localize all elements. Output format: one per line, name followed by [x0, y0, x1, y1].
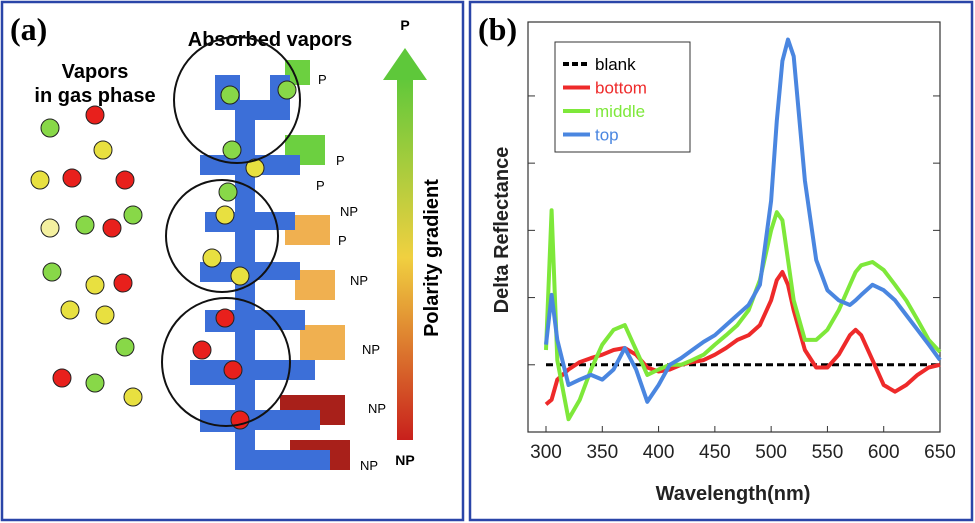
vapor-dot: [93, 140, 113, 160]
vapor-dot: [85, 105, 105, 125]
x-tick-label: 600: [868, 442, 900, 463]
layer-label: P: [336, 153, 345, 168]
vapor-dot: [222, 140, 242, 160]
panel-a: (a) Vapors in gas phase Absorbed vapors …: [10, 11, 443, 473]
series-line: [544, 270, 941, 406]
legend-label: blank: [595, 55, 636, 74]
layer-label: NP: [362, 342, 380, 357]
x-tick-label: 500: [755, 442, 787, 463]
vapor-dot: [230, 266, 250, 286]
layer-label: NP: [350, 273, 368, 288]
vapor-dots: [30, 80, 297, 430]
vapor-dot: [215, 205, 235, 225]
vapor-dot: [218, 182, 238, 202]
layer-label: P: [318, 72, 327, 87]
panel-a-frame: [0, 0, 465, 522]
gradient-label: Polarity gradient: [421, 179, 443, 337]
vapor-dot: [85, 275, 105, 295]
vapor-dot: [115, 170, 135, 190]
gas-label: in gas phase: [34, 85, 155, 107]
vapor-dot: [277, 80, 297, 100]
panel-b: (b) Delta Reflectance Wavelength(nm) 300…: [478, 11, 956, 505]
vapor-dot: [245, 158, 265, 178]
vapor-dot: [113, 273, 133, 293]
arrow-head: [383, 48, 427, 80]
vapor-dot: [52, 368, 72, 388]
vapor-dot: [123, 205, 143, 225]
vapor-dot: [40, 118, 60, 138]
x-tick-label: 300: [530, 442, 562, 463]
circle: [161, 297, 291, 427]
vapor-dot: [220, 85, 240, 105]
vapor-dot: [42, 262, 62, 282]
x-tick-label: 450: [699, 442, 731, 463]
panel-label: (b): [478, 11, 517, 47]
legend-label: top: [595, 126, 619, 145]
vapor-dot: [30, 170, 50, 190]
panel-label: (a): [10, 11, 47, 47]
layer-label: NP: [368, 401, 386, 416]
x-tick-label: 350: [586, 442, 618, 463]
layer-label: P: [338, 233, 347, 248]
vapor-dot: [102, 218, 122, 238]
layer-label: P: [316, 178, 325, 193]
plot-frame: [527, 21, 941, 433]
vapor-dot: [60, 300, 80, 320]
series-line: [544, 37, 942, 404]
vapor-dot: [202, 248, 222, 268]
series-line: [544, 208, 942, 422]
gas-label: Vapors: [62, 61, 129, 83]
legend-label: bottom: [595, 79, 647, 98]
vapor-dot: [215, 308, 235, 328]
x-tick-label: 400: [643, 442, 675, 463]
vapor-dot: [85, 373, 105, 393]
x-tick-label: 550: [812, 442, 844, 463]
layer-label: NP: [360, 458, 378, 473]
gradient-top: P: [400, 17, 409, 33]
panel-b-frame: [468, 0, 974, 522]
vapor-dot: [192, 340, 212, 360]
vapor-dot: [223, 360, 243, 380]
circle: [173, 36, 301, 164]
layer-label: NP: [340, 204, 358, 219]
x-tick-label: 650: [924, 442, 956, 463]
vapor-dot: [123, 387, 143, 407]
vapor-dot: [40, 218, 60, 238]
gradient-arrow: [397, 75, 413, 440]
x-axis-label: Wavelength(nm): [656, 483, 811, 505]
vapor-dot: [75, 215, 95, 235]
legend-label: middle: [595, 102, 645, 121]
y-axis-label: Delta Reflectance: [491, 147, 513, 314]
vapor-dot: [62, 168, 82, 188]
circle: [165, 179, 279, 293]
vapor-dot: [115, 337, 135, 357]
vapor-dot: [95, 305, 115, 325]
absorbed-label: Absorbed vapors: [188, 29, 352, 51]
gradient-bottom: NP: [395, 452, 414, 468]
